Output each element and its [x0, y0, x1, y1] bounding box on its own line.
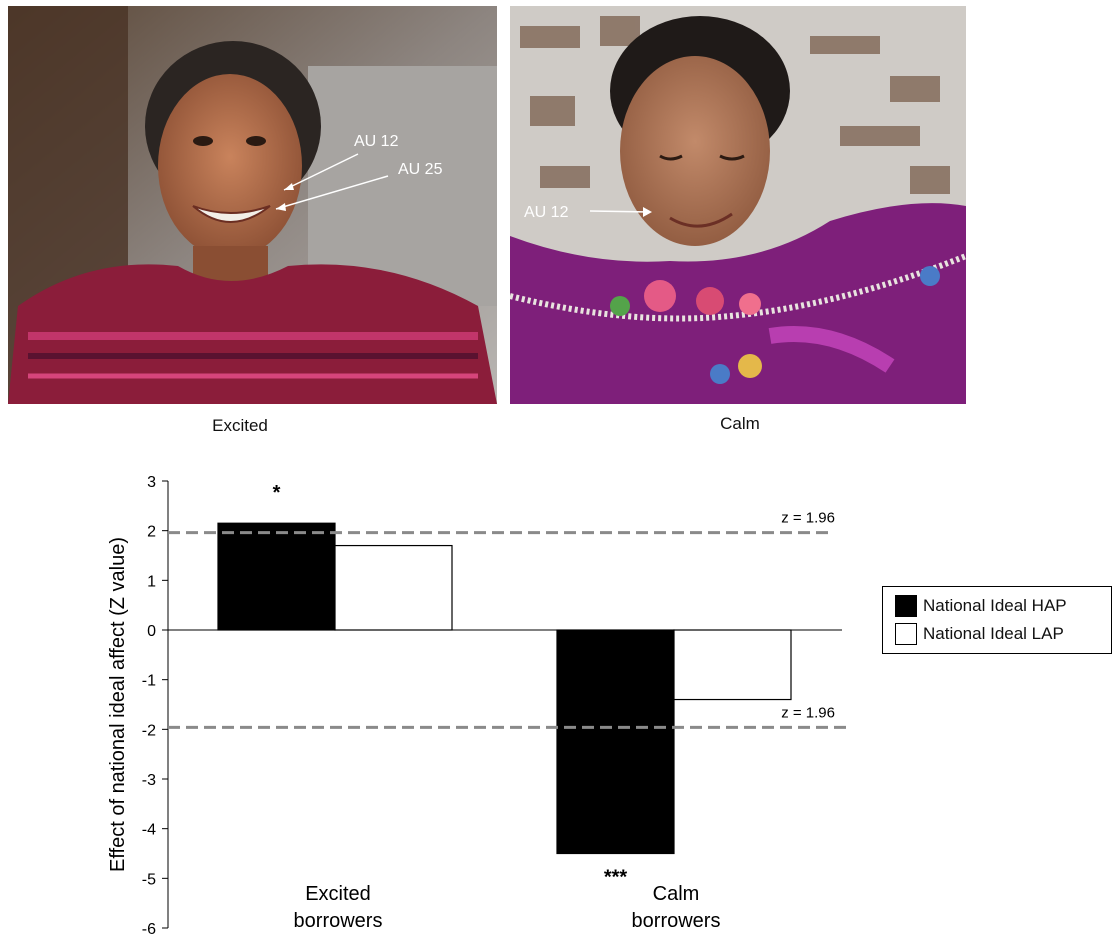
- y-tick-label: 2: [147, 524, 156, 541]
- chart-legend: National Ideal HAP National Ideal LAP: [882, 586, 1112, 654]
- significance-marker: *: [273, 482, 281, 504]
- annotation-au12-calm: AU 12: [524, 204, 569, 221]
- annotation-au12-excited: AU 12: [354, 133, 399, 150]
- bar-lap-excited: [334, 544, 453, 631]
- bar-hap-calm: [556, 629, 675, 855]
- legend-label-lap: National Ideal LAP: [923, 624, 1064, 643]
- category-label: Excited: [305, 883, 371, 905]
- y-tick-label: 1: [147, 573, 156, 590]
- reference-line-label: z = 1.96: [781, 510, 835, 527]
- y-tick-label: -4: [142, 822, 156, 839]
- annotation-au25-excited: AU 25: [398, 161, 443, 178]
- calm-photo: AU 12: [510, 6, 966, 404]
- y-tick-label: -1: [142, 673, 156, 690]
- calm-photo-caption: Calm: [720, 414, 760, 433]
- y-tick-label: 3: [147, 474, 156, 491]
- legend-swatch-hap: [895, 595, 917, 617]
- y-tick-label: -3: [142, 772, 156, 789]
- category-label: borrowers: [632, 910, 721, 932]
- legend-label-hap: National Ideal HAP: [923, 596, 1067, 615]
- excited-photo: AU 12 AU 25: [8, 6, 497, 404]
- bar-hap-excited: [217, 522, 336, 631]
- bar-lap-calm: [673, 629, 792, 701]
- category-label: borrowers: [294, 910, 383, 932]
- y-tick-label: -6: [142, 921, 156, 937]
- legend-item-lap: National Ideal LAP: [895, 623, 1064, 645]
- y-tick-label: -5: [142, 871, 156, 888]
- category-label: Calm: [653, 883, 700, 905]
- legend-item-hap: National Ideal HAP: [895, 595, 1067, 617]
- y-axis-label: Effect of national ideal affect (Z value…: [107, 537, 129, 872]
- reference-line-label: z = 1.96: [781, 704, 835, 721]
- y-tick-label: 0: [147, 623, 156, 640]
- excited-photo-caption: Excited: [212, 416, 268, 435]
- significance-marker: ***: [604, 867, 628, 889]
- legend-swatch-lap: [895, 623, 917, 645]
- y-tick-label: -2: [142, 722, 156, 739]
